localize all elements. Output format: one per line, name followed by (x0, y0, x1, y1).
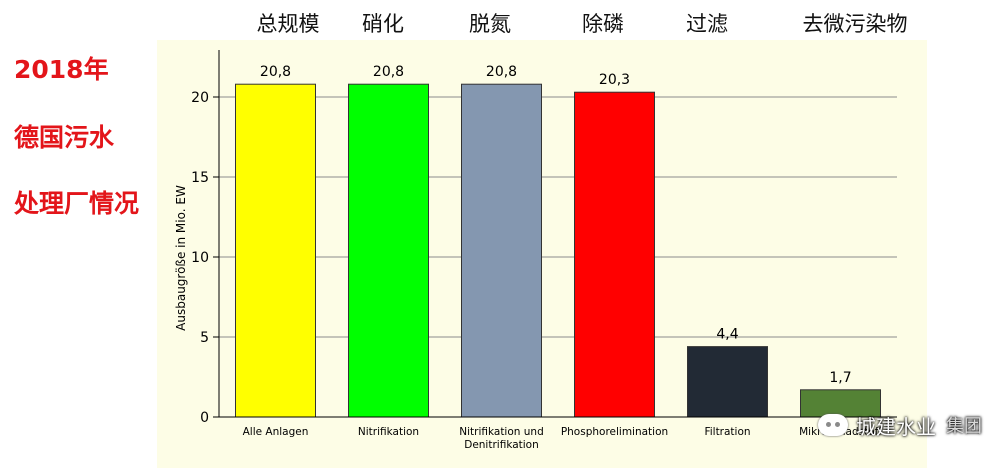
cn-label-micropollutants: 去微污染物 (802, 12, 908, 36)
x-tick-label: Filtration (704, 426, 750, 438)
data-label: 4,4 (716, 327, 738, 343)
x-tick-label: Alle Anlagen (243, 426, 309, 438)
grid-layer (219, 96, 897, 338)
data-label: 20,8 (373, 64, 404, 80)
watermark-extra: 集团 (946, 416, 982, 437)
wechat-icon (818, 414, 848, 436)
cn-label-total: 总规模 (256, 12, 320, 36)
bar-layer (235, 83, 881, 418)
watermark: 城建水业 集团 (818, 408, 982, 442)
y-axis-label: Ausbaugröße in Mio. EW (174, 185, 188, 331)
y-tick-label: 0 (200, 410, 209, 426)
bar (235, 83, 316, 418)
y-tick-label: 20 (191, 90, 209, 106)
side-title-line-1: 2018年 (14, 55, 109, 84)
cn-label-nitrification: 硝化 (362, 12, 404, 36)
label-layer: 20,8 Alle Anlagen 20,8 Nitrifikation 20,8 Nit… (243, 64, 883, 451)
x-tick-label: Nitrifikation (358, 426, 419, 438)
x-tick-label: Phosphorelimination (561, 426, 668, 438)
axis-layer: 0 5 10 15 20 (191, 50, 897, 426)
bar (687, 346, 768, 418)
watermark-text: 城建水业 (856, 414, 936, 439)
cn-label-filtration: 过滤 (686, 12, 728, 36)
side-title-line-2: 德国污水 (14, 123, 115, 152)
bar (800, 389, 881, 418)
x-tick-label: Denitrifikation (464, 439, 539, 451)
y-tick-label: 5 (200, 330, 209, 346)
data-label: 20,3 (599, 72, 630, 88)
y-tick-label: 10 (191, 250, 209, 266)
bar-chart: 20,8 Alle Anlagen 20,8 Nitrifikation 20,8 Nit… (174, 50, 897, 451)
side-title-line-3: 处理厂情况 (14, 189, 140, 218)
cn-label-denitrification: 脱氮 (469, 12, 511, 36)
x-tick-label: Nitrifikation und (459, 426, 544, 438)
bar (348, 83, 429, 418)
data-label: 20,8 (260, 64, 291, 80)
chart-frame: 20,8 Alle Anlagen 20,8 Nitrifikation 20,8 Nit… (157, 40, 927, 468)
y-tick-label: 15 (191, 170, 209, 186)
bar (574, 91, 655, 418)
bar (461, 83, 542, 418)
cn-label-phosphorus: 除磷 (582, 12, 624, 36)
data-label: 1,7 (829, 370, 851, 386)
data-label: 20,8 (486, 64, 517, 80)
